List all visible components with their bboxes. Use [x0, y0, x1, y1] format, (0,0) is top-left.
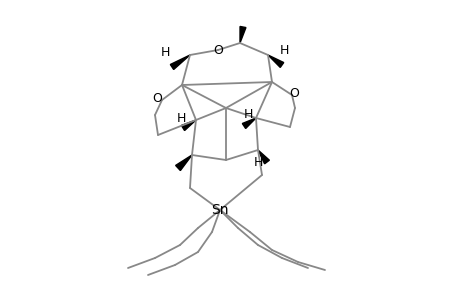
Text: O: O: [152, 92, 162, 104]
Text: H: H: [160, 46, 169, 59]
Polygon shape: [268, 55, 283, 68]
Polygon shape: [242, 118, 256, 128]
Text: H: H: [279, 44, 288, 56]
Polygon shape: [257, 150, 269, 164]
Text: O: O: [288, 86, 298, 100]
Text: H: H: [253, 157, 262, 169]
Text: O: O: [213, 44, 223, 56]
Text: Sn: Sn: [211, 203, 228, 217]
Text: H: H: [243, 107, 252, 121]
Polygon shape: [181, 120, 196, 130]
Polygon shape: [175, 155, 191, 171]
Text: H: H: [176, 112, 185, 124]
Polygon shape: [240, 26, 246, 43]
Polygon shape: [170, 55, 190, 70]
